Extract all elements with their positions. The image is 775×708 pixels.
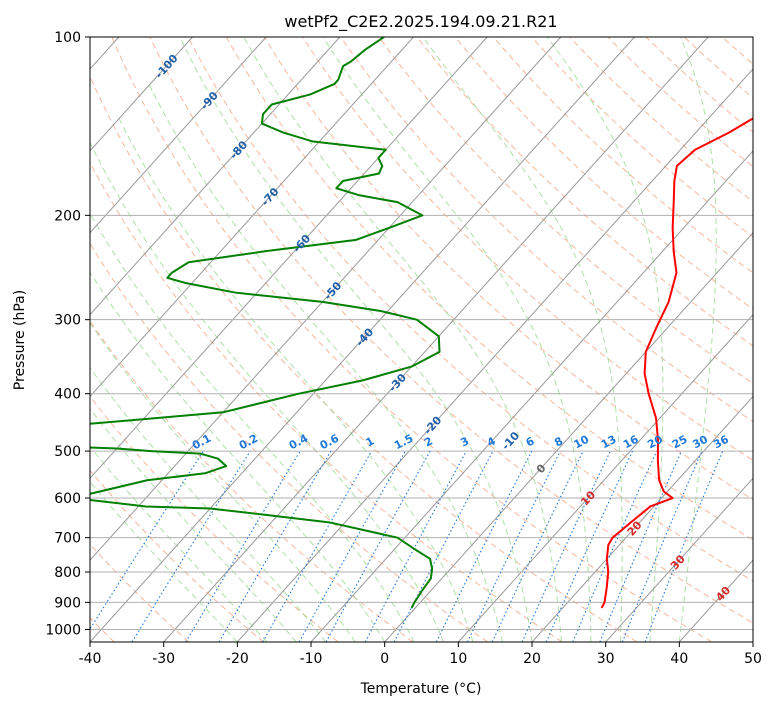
moist-adiabat-line	[678, 37, 717, 642]
dry-adiabat-line	[302, 37, 753, 461]
mixing-ratio-lines	[90, 450, 724, 642]
mixing-ratio-line	[621, 450, 703, 642]
mixing-ratio-label: 16	[621, 433, 641, 452]
dry-adiabat-line	[569, 37, 753, 203]
mixing-ratio-line	[545, 450, 634, 642]
moist-adiabat-line	[148, 83, 504, 642]
mixing-ratio-line	[298, 450, 406, 642]
dry-adiabat-line	[264, 37, 753, 501]
dry-adiabat-line	[90, 75, 638, 642]
dry-adiabat-line	[90, 320, 414, 642]
x-tick-label: 50	[744, 651, 762, 667]
moist-adiabat-line	[116, 113, 474, 642]
mixing-ratio-line	[572, 450, 658, 642]
mixing-ratio-label: 25	[670, 433, 690, 452]
y-tick-label: 700	[54, 531, 81, 547]
dry-adiabat-line	[90, 469, 264, 642]
plot-area	[90, 37, 753, 642]
moist-adiabat-line	[243, 37, 562, 642]
dry-adiabat-line	[90, 242, 488, 642]
dry-adiabat-line	[454, 37, 753, 310]
mixing-ratio-label: 10	[572, 433, 592, 452]
y-tick-label: 100	[54, 30, 81, 46]
moist-adiabat-line	[90, 367, 327, 642]
isotherm-line	[531, 395, 753, 642]
mixing-ratio-line	[364, 450, 467, 642]
moist-adiabat-line	[90, 271, 386, 642]
x-tick-label: -40	[79, 651, 102, 667]
y-tick-label: 300	[54, 313, 81, 329]
y-tick-label: 500	[54, 444, 81, 460]
isotherm-line	[90, 37, 562, 561]
isotherm-line	[90, 37, 414, 398]
y-tick-label: 900	[54, 595, 81, 611]
x-tick-label: 10	[449, 651, 467, 667]
y-tick-label: 1000	[45, 622, 81, 638]
isotherm-line	[90, 37, 267, 234]
x-tick-label: 20	[523, 651, 541, 667]
isotherm-line	[90, 37, 193, 152]
x-axis-title: Temperature (°C)	[360, 681, 482, 697]
moist-adiabat-line	[322, 37, 592, 642]
mixing-ratio-label: 20	[645, 433, 665, 452]
temperature-profile-line	[600, 117, 753, 609]
mixing-ratio-label: 30	[690, 433, 710, 452]
y-tick-label: 400	[54, 387, 81, 403]
sounding-series	[90, 37, 753, 609]
isotherm-line	[384, 231, 753, 642]
dewpoint-profile-line	[90, 37, 441, 609]
x-tick-label: -20	[226, 651, 249, 667]
chart-title: wetPf2_C2E2.2025.194.09.21.R21	[284, 12, 557, 32]
dry-adiabat-line	[225, 37, 753, 541]
mixing-ratio-line	[644, 450, 724, 642]
mixing-ratio-line	[131, 450, 251, 642]
moist-adiabat-line	[546, 37, 664, 642]
y-tick-label: 200	[54, 208, 81, 224]
isotherm-line	[163, 37, 709, 642]
mixing-ratio-line	[435, 450, 533, 642]
x-tick-label: 30	[597, 651, 615, 667]
mixing-ratio-line	[325, 450, 431, 642]
isotherm-line	[605, 477, 753, 642]
y-tick-label: 600	[54, 491, 81, 507]
moist-adiabat-line	[90, 212, 415, 642]
x-tick-label: 0	[380, 651, 389, 667]
mixing-ratio-line	[599, 450, 682, 642]
isotherms	[90, 37, 753, 642]
mixing-ratio-label: 13	[599, 433, 619, 452]
isotherm-line	[236, 68, 753, 642]
x-tick-label: -30	[152, 651, 175, 667]
moist-adiabat-line	[90, 407, 297, 642]
x-tick-label: 40	[670, 651, 688, 667]
mixing-ratio-label: 36	[711, 433, 731, 452]
moist-adiabat-line	[422, 37, 623, 642]
plot-frame	[89, 36, 754, 643]
moist-adiabat-line	[179, 37, 533, 642]
y-axis-title: Pressure (hPa)	[12, 290, 28, 390]
x-axis: -40 -30 -20 -10 0 10 20 30 40 50	[79, 642, 762, 667]
mixing-ratio-line	[90, 450, 204, 630]
dry-adiabat-line	[149, 37, 753, 624]
dry-adiabat-line	[187, 37, 753, 582]
isotherm-line	[90, 37, 341, 316]
isotherm-line	[90, 37, 635, 642]
dry-adiabat-line	[90, 161, 563, 642]
isobars	[90, 37, 753, 630]
isotherm-line	[457, 313, 753, 642]
y-axis: 100 200 300 400 500 600 700 800 900 1000	[45, 30, 90, 638]
x-tick-label: -10	[300, 651, 323, 667]
dry-adiabat-line	[111, 37, 712, 642]
moist-adiabat-line	[90, 322, 356, 642]
isotherm-line	[90, 37, 488, 480]
dry-adiabat-line	[340, 37, 753, 423]
dry-adiabat-line	[607, 37, 753, 168]
dry-adiabats	[90, 37, 753, 642]
y-tick-label: 800	[54, 565, 81, 581]
dry-adiabat-line	[416, 37, 753, 347]
